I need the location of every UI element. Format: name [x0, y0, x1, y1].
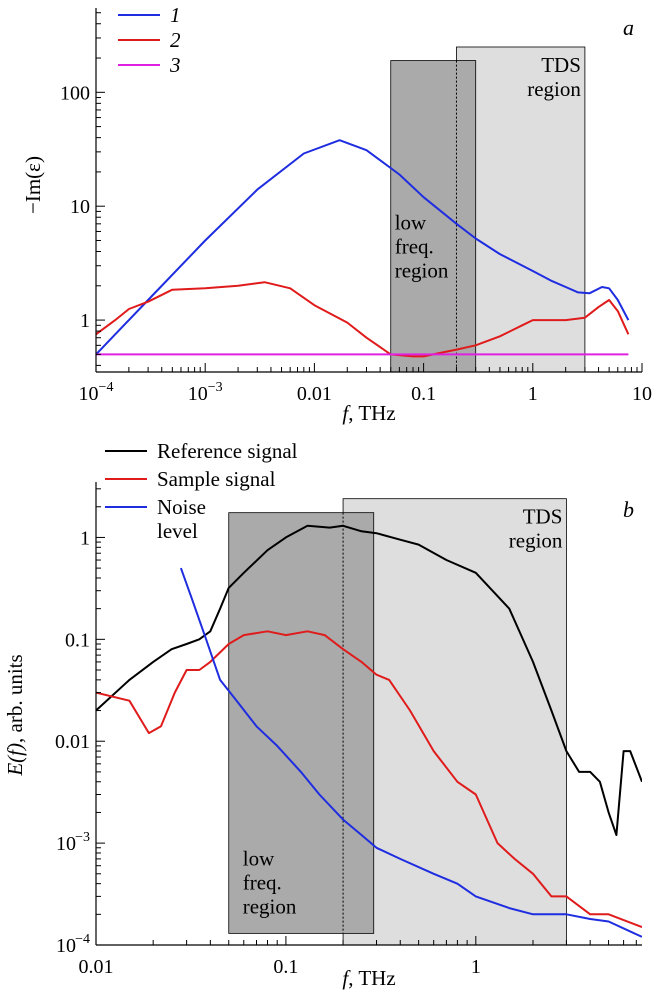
- x-tick-label: 10−4: [79, 380, 114, 405]
- x-tick-label: 0.1: [273, 956, 298, 978]
- region-label-line: region: [509, 529, 563, 553]
- panel-label: a: [623, 15, 634, 40]
- series-line-1: [96, 139, 630, 356]
- legend-label: Sample signal: [157, 467, 276, 491]
- x-tick-label: 0.01: [297, 383, 332, 405]
- series-group: [96, 139, 630, 358]
- y-tick-label: 1: [80, 527, 90, 549]
- y-tick-label: 10: [56, 935, 76, 957]
- x-tick-label: 1: [528, 383, 538, 405]
- x-tick-label: 10−3: [188, 380, 223, 405]
- low-freq-regionbox: [390, 60, 477, 373]
- x-axis-label: f, THz: [342, 401, 395, 425]
- y-tick-label: 100: [60, 82, 90, 104]
- tds-regionbox: [456, 46, 586, 373]
- y-axis-label: E(f), arb. units: [3, 654, 27, 776]
- y-tick-label: 1: [80, 310, 90, 332]
- region-label-line: TDS: [523, 505, 563, 529]
- legend-label: 1: [170, 3, 181, 27]
- x-axis-label: f, THz: [342, 966, 395, 990]
- legend: 123: [118, 3, 181, 77]
- series-line-2: [96, 281, 630, 358]
- region-label-line: freq.: [395, 235, 434, 259]
- region-label-line: freq.: [243, 870, 282, 894]
- y-tick-label: 0.1: [65, 629, 90, 651]
- x-tick-label: 10: [632, 383, 652, 405]
- x-tick-label: 1: [471, 956, 481, 978]
- legend-label: Noise: [157, 495, 206, 519]
- legend-label: 2: [170, 28, 181, 52]
- region-label-line: region: [243, 894, 297, 918]
- region-label-line: low: [395, 211, 427, 235]
- legend-label: Reference signal: [157, 439, 298, 463]
- region-label-line: low: [243, 846, 275, 870]
- series-line-sample-signal: [96, 630, 642, 929]
- y-tick-label: 0.01: [55, 731, 90, 753]
- x-tick-label: 0.01: [79, 956, 114, 978]
- tds-regionbox: [342, 498, 567, 946]
- y-tick-exponent: −3: [75, 830, 90, 845]
- x-tick-label: 0.1: [411, 383, 436, 405]
- y-axis-label: −Im(ε): [21, 156, 45, 214]
- series-line-noise-level: [179, 567, 642, 938]
- y-tick-exponent: −4: [75, 932, 90, 947]
- panel-label: b: [623, 497, 634, 522]
- region-label-line: TDS: [541, 53, 581, 77]
- legend-label: 3: [169, 53, 181, 77]
- region-label-line: region: [395, 259, 449, 283]
- y-tick-label: 10: [70, 196, 90, 218]
- region-label-line: region: [527, 77, 581, 101]
- series-line-reference-signal: [96, 524, 642, 836]
- series-group: [96, 524, 642, 938]
- legend-label: level: [157, 519, 198, 543]
- y-tick-label: 10: [56, 833, 76, 855]
